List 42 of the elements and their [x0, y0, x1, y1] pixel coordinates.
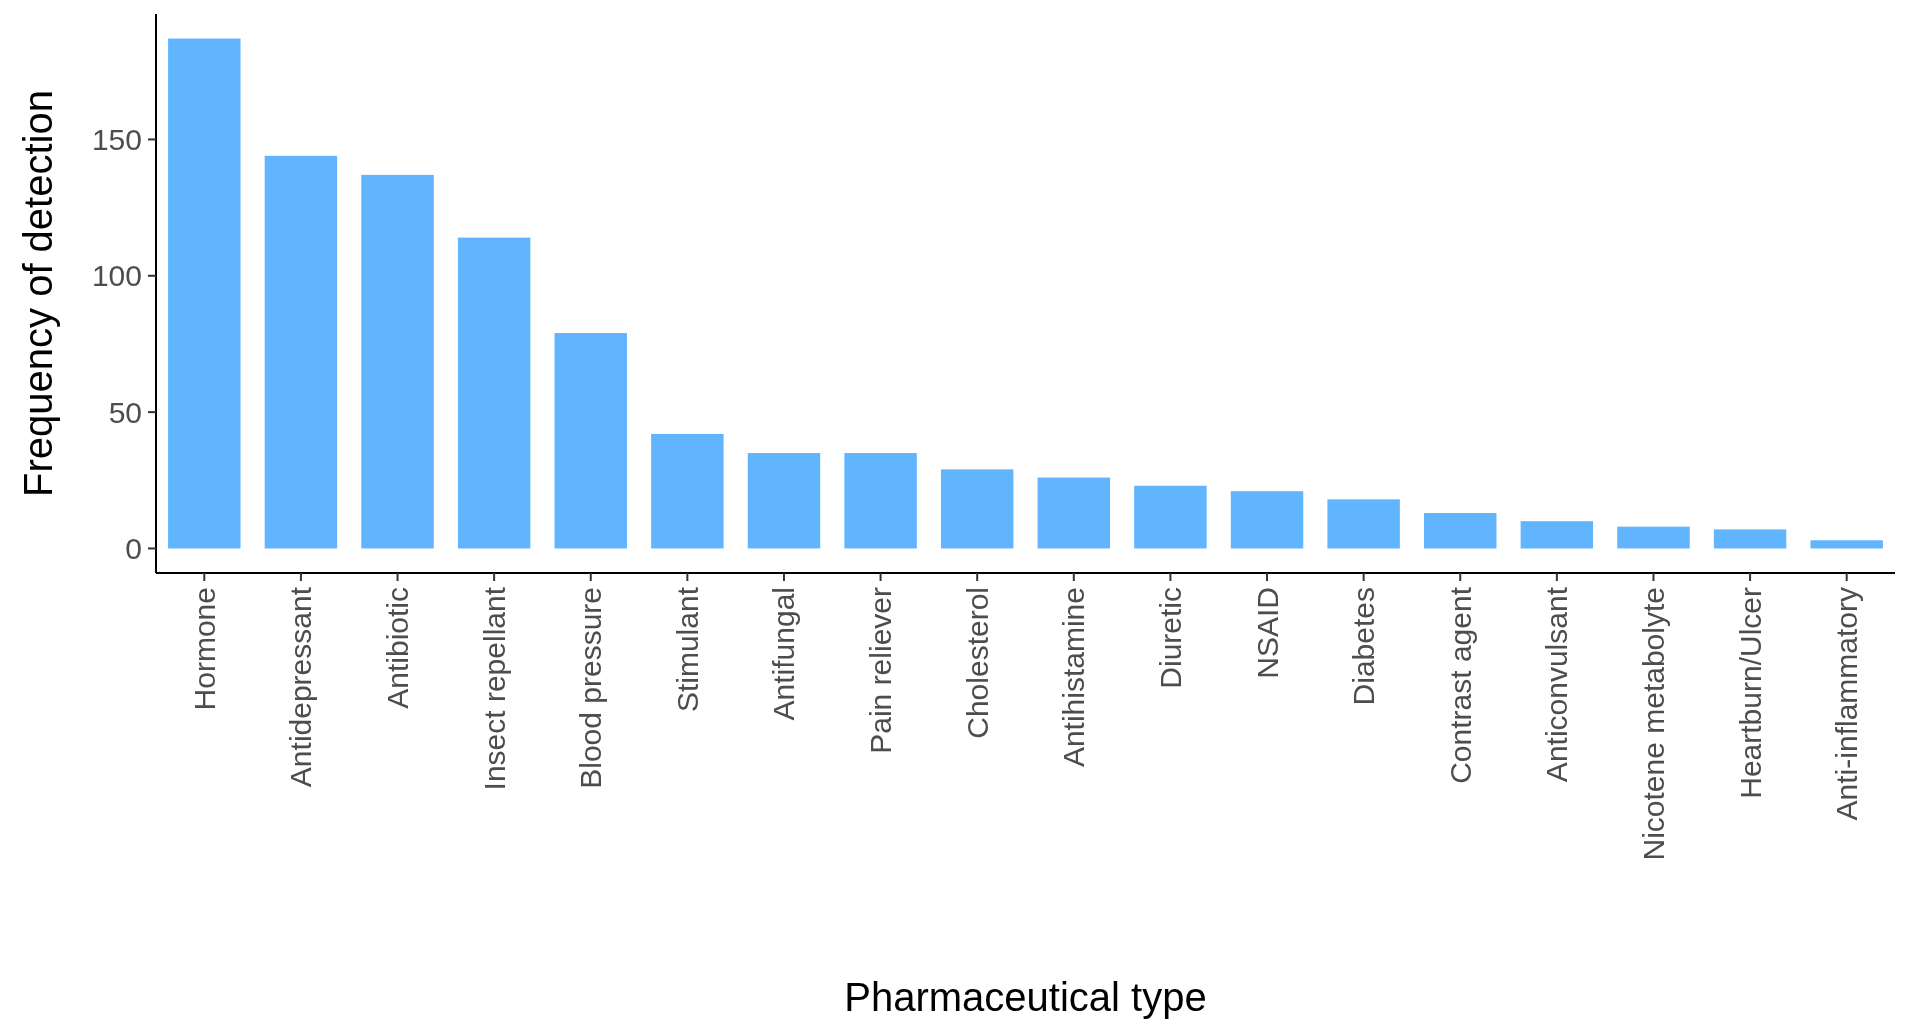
y-tick-label: 150: [91, 122, 142, 156]
bar: [361, 174, 434, 549]
bar: [1424, 513, 1497, 549]
bar: [940, 469, 1014, 549]
bar: [844, 453, 917, 549]
y-axis-title: Frequency of detection: [16, 90, 60, 497]
y-tick-label: 100: [91, 259, 142, 293]
x-tick-label: Hormone: [187, 587, 221, 711]
bar: [168, 38, 241, 549]
bar: [651, 433, 724, 549]
bar: [457, 237, 531, 549]
x-tick-label: Stimulant: [670, 586, 704, 713]
bar: [1713, 529, 1787, 549]
x-tick-label: Diabetes: [1347, 587, 1381, 706]
x-axis-title: Pharmaceutical type: [844, 975, 1207, 1019]
x-tick-label: Antihistamine: [1057, 587, 1091, 768]
bar: [1520, 521, 1594, 549]
x-tick-label: Insect repellant: [477, 586, 511, 791]
bar: [1810, 540, 1883, 549]
bar: [1134, 485, 1207, 549]
x-tick-label: Cholesterol: [960, 587, 994, 739]
x-tick-label: Nicotene metabolyte: [1636, 587, 1670, 861]
x-tick-label: Antidepressant: [284, 586, 318, 788]
bar: [264, 155, 338, 549]
x-tick-label: Diuretic: [1153, 587, 1187, 689]
bar: [1037, 477, 1111, 549]
bar: [554, 333, 627, 549]
bar: [1327, 499, 1400, 549]
y-tick-label: 0: [125, 531, 142, 565]
x-tick-label: Anticonvulsant: [1540, 586, 1574, 783]
x-tick-label: Antibiotic: [381, 587, 415, 709]
y-tick-label: 50: [108, 395, 142, 429]
x-tick-label: Antifungal: [767, 587, 801, 721]
bar: [1230, 491, 1304, 549]
x-tick-label: Pain reliever: [864, 587, 898, 754]
bar: [1617, 526, 1690, 549]
x-tick-label: NSAID: [1250, 587, 1284, 679]
x-tick-label: Blood pressure: [574, 587, 608, 789]
x-tick-label: Anti-inflammatory: [1830, 587, 1864, 821]
x-tick-label: Heartburn/Ulcer: [1733, 587, 1767, 799]
bar: [747, 453, 821, 549]
x-tick-label: Contrast agent: [1443, 586, 1477, 784]
